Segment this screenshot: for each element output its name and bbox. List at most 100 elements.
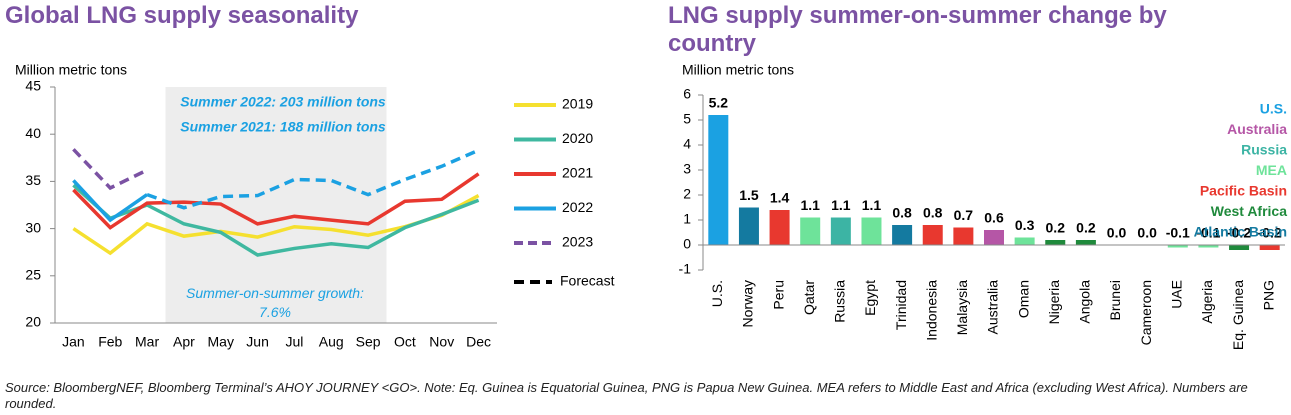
y-tick-label: 6 — [683, 86, 691, 102]
x-tick-label: Eq. Guinea — [1230, 280, 1246, 350]
x-tick-label: Algeria — [1199, 280, 1215, 324]
y-tick-label: 45 — [25, 78, 41, 94]
x-tick-label: May — [208, 334, 234, 350]
source: Source: BloombergNEF, Bloomberg Terminal… — [5, 380, 1248, 411]
y-tick-label: 40 — [25, 125, 41, 141]
bar — [1259, 245, 1280, 250]
value-label: 1.1 — [831, 197, 851, 213]
y-tick-label: 3 — [683, 161, 691, 177]
x-tick-label: U.S. — [709, 280, 725, 307]
legend-label: 2020 — [562, 130, 593, 146]
x-tick-label: Jun — [246, 334, 269, 350]
x-tick-label: Dec — [466, 334, 491, 350]
value-label: 0.7 — [954, 207, 974, 223]
x-tick-label: Malaysia — [954, 280, 970, 335]
right-title: LNG supply summer-on-summer change by co… — [668, 2, 1167, 57]
x-tick-label: Feb — [98, 334, 122, 350]
y-tick-label: 25 — [25, 267, 41, 283]
y-tick-label: 2 — [683, 186, 691, 202]
value-label: 0.0 — [1107, 225, 1127, 241]
bar — [1045, 240, 1066, 245]
x-tick-label: PNG — [1260, 280, 1276, 310]
legend-label: Russia — [1241, 142, 1287, 158]
value-label: -0.2 — [1227, 225, 1251, 241]
y-tick-label: 35 — [25, 172, 41, 188]
x-tick-label: Sep — [356, 334, 381, 350]
y-tick-label: 5 — [683, 111, 691, 127]
y-axis-label: Million metric tons — [15, 62, 127, 78]
series-line — [72, 148, 148, 191]
x-tick-label: Egypt — [862, 280, 878, 316]
y-tick-label: 4 — [683, 136, 691, 152]
series-line — [146, 148, 480, 210]
value-label: 0.8 — [923, 205, 943, 221]
legend-label: Pacific Basin — [1200, 183, 1287, 199]
x-tick-label: Russia — [832, 280, 848, 323]
value-label: -0.1 — [1166, 225, 1190, 241]
y-tick-label: 30 — [25, 219, 41, 235]
value-label: 0.8 — [892, 205, 912, 221]
x-tick-label: Australia — [985, 280, 1001, 335]
legend-label: 2019 — [562, 96, 593, 112]
value-label: 0.2 — [1046, 220, 1066, 236]
value-label: -0.1 — [1196, 225, 1220, 241]
legend-label: U.S. — [1260, 101, 1287, 117]
value-label: 1.1 — [862, 197, 882, 213]
value-label: 0.2 — [1076, 220, 1096, 236]
value-label: 0.3 — [1015, 217, 1035, 233]
legend-label: West Africa — [1211, 203, 1287, 219]
value-label: 5.2 — [709, 95, 729, 111]
value-label: 0.0 — [1137, 225, 1157, 241]
bar — [830, 217, 851, 245]
legend-label: 2023 — [562, 234, 593, 250]
x-tick-label: Jan — [62, 334, 85, 350]
annotation: Summer-on-summer growth: 7.6% — [186, 285, 364, 320]
bar — [800, 217, 821, 245]
value-label: 0.6 — [984, 210, 1004, 226]
bar — [953, 227, 974, 245]
y-tick-label: -1 — [679, 261, 692, 277]
y-tick-label: 1 — [683, 211, 691, 227]
x-tick-label: Nov — [429, 334, 454, 350]
legend-label: 2022 — [562, 199, 593, 215]
x-tick-label: Mar — [135, 334, 159, 350]
legend-label: Australia — [1227, 121, 1287, 137]
bar — [738, 207, 759, 245]
x-tick-label: Oct — [394, 334, 416, 350]
value-label: 1.1 — [800, 197, 820, 213]
x-tick-label: Oman — [1015, 280, 1031, 318]
x-tick-label: Trinidad — [893, 280, 909, 330]
bar — [892, 225, 913, 245]
y-tick-label: 20 — [25, 314, 41, 330]
series-line — [72, 172, 480, 230]
bar — [861, 217, 882, 245]
x-tick-label: Angola — [1077, 280, 1093, 324]
bar — [769, 210, 790, 245]
value-label: -0.2 — [1258, 225, 1282, 241]
bar — [984, 230, 1004, 245]
bar — [1075, 240, 1096, 245]
bar — [1229, 245, 1250, 250]
x-tick-label: Nigeria — [1046, 280, 1062, 325]
x-tick-label: Peru — [770, 280, 786, 310]
series-line — [72, 179, 149, 223]
left-title: Global LNG supply seasonality — [5, 2, 359, 29]
x-tick-label: Indonesia — [923, 280, 939, 341]
x-tick-label: Cameroon — [1138, 280, 1154, 345]
annotation: Summer 2022: 203 million tons — [180, 94, 386, 110]
legend-label: 2021 — [562, 165, 593, 181]
bar — [922, 225, 943, 245]
x-tick-label: Norway — [740, 280, 756, 327]
x-tick-label: Qatar — [801, 280, 817, 315]
annotation: Summer 2021: 188 million tons — [180, 119, 386, 135]
x-tick-label: Brunei — [1107, 280, 1123, 320]
y-tick-label: 0 — [683, 236, 691, 252]
value-label: 1.5 — [739, 187, 759, 203]
bar — [1014, 237, 1035, 245]
legend-label: Atlantic Basin — [1194, 224, 1287, 240]
legend-label: Forecast — [560, 273, 615, 289]
x-tick-label: Apr — [173, 334, 195, 350]
legend-label: MEA — [1256, 162, 1287, 178]
